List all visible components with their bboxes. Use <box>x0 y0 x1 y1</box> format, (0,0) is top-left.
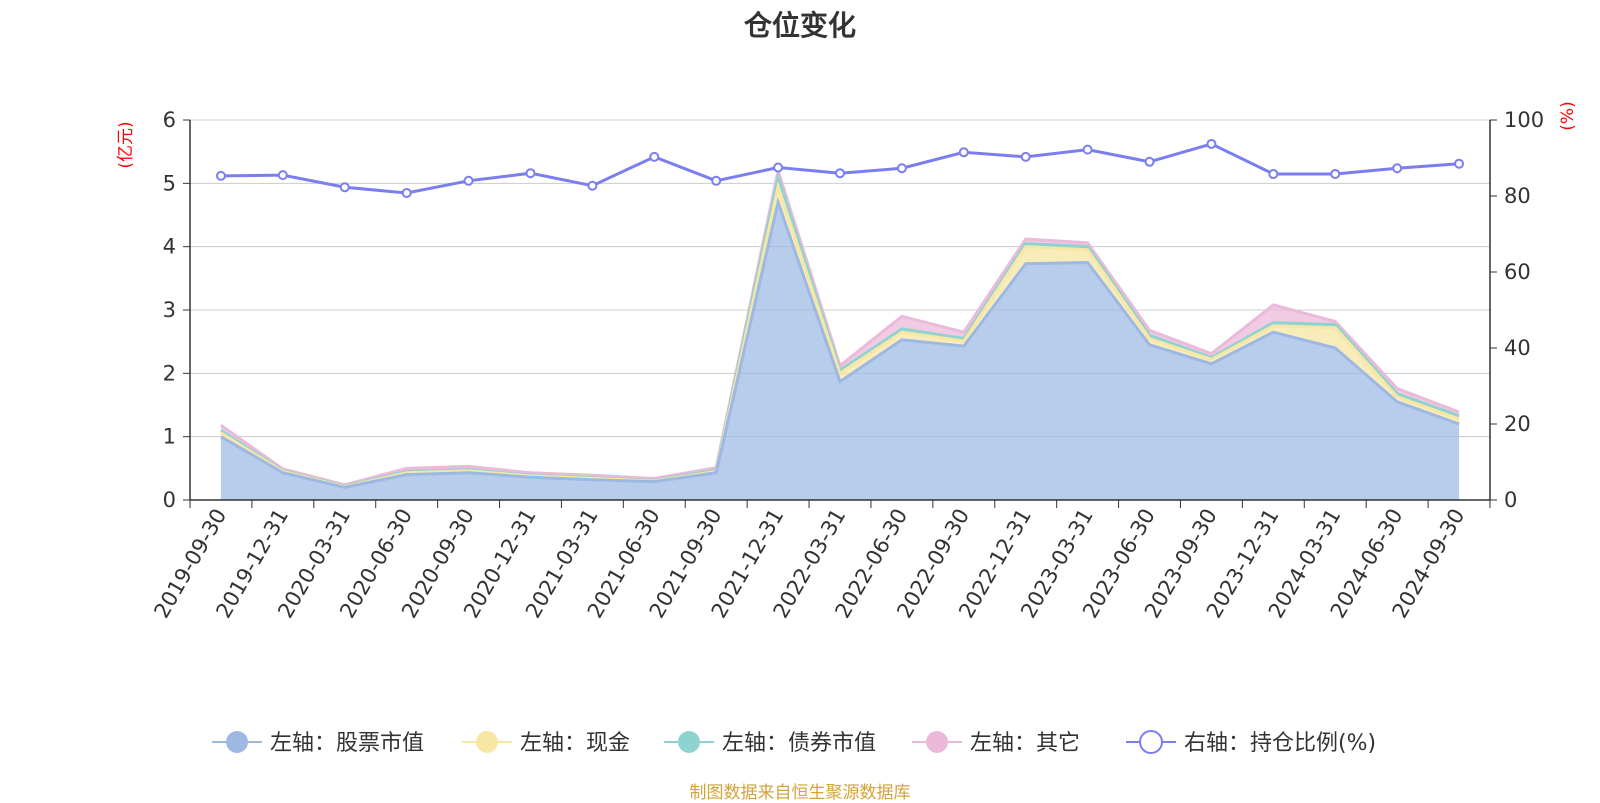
holding-ratio-point <box>896 163 907 174</box>
holding-ratio-point <box>1082 144 1093 155</box>
left-axis-tick-label: 5 <box>163 171 176 195</box>
area-0 <box>220 202 1460 501</box>
right-axis-tick-label: 100 <box>1504 108 1544 132</box>
legend-marker-icon <box>1139 730 1163 754</box>
holding-ratio-point <box>711 175 722 186</box>
right-axis-tick-label: 20 <box>1504 412 1531 436</box>
legend-label: 左轴：现金 <box>520 731 630 756</box>
holding-ratio-point <box>1330 168 1341 179</box>
holding-ratio-point <box>215 170 226 181</box>
holding-ratio-point <box>339 182 350 193</box>
holding-ratio-point <box>463 175 474 186</box>
right-axis-tick-label: 0 <box>1504 488 1517 512</box>
holding-ratio-point <box>1020 151 1031 162</box>
holding-ratio-point <box>649 151 660 162</box>
holding-ratio-point <box>1268 168 1279 179</box>
left-axis-tick-label: 3 <box>163 298 176 322</box>
chart-title: 仓位变化 <box>743 9 856 42</box>
holding-ratio-point <box>958 147 969 158</box>
legend-item[interactable]: 左轴：现金 <box>462 731 630 756</box>
right-axis-tick-label: 80 <box>1504 184 1531 208</box>
right-axis-tick-label: 60 <box>1504 260 1531 284</box>
holding-ratio-point <box>1392 163 1403 174</box>
left-axis-tick-label: 2 <box>163 361 176 385</box>
legend-marker-icon <box>226 731 248 753</box>
legend-marker-icon <box>926 731 948 753</box>
legend-label: 右轴：持仓比例(%) <box>1184 731 1376 756</box>
right-axis-tick-label: 40 <box>1504 336 1531 360</box>
area-line-1 <box>220 180 1460 489</box>
holding-ratio-point <box>525 168 536 179</box>
legend-item[interactable]: 左轴：股票市值 <box>212 731 424 756</box>
left-axis-unit: (亿元) <box>116 121 136 168</box>
left-axis-tick-label: 6 <box>163 108 176 132</box>
holding-ratio-point <box>277 170 288 181</box>
holding-ratio-point <box>587 180 598 191</box>
legend-item[interactable]: 右轴：持仓比例(%) <box>1126 730 1376 756</box>
holding-ratio-point <box>835 168 845 179</box>
right-axis-unit: (%) <box>1558 101 1578 130</box>
holding-ratio-point <box>1206 138 1217 149</box>
left-axis-tick-label: 4 <box>163 235 176 259</box>
legend-item[interactable]: 左轴：其它 <box>912 731 1080 756</box>
holding-ratio-point <box>401 187 412 198</box>
legend-label: 左轴：债券市值 <box>722 731 876 756</box>
legend-marker-icon <box>678 731 700 753</box>
area-line-0 <box>220 196 1460 489</box>
holding-ratio-point <box>1454 158 1465 169</box>
holding-ratio-point <box>1144 156 1155 167</box>
left-axis-tick-label: 0 <box>163 488 176 512</box>
legend-item[interactable]: 左轴：债券市值 <box>664 731 876 756</box>
left-axis-tick-label: 1 <box>163 425 176 449</box>
holding-ratio-point <box>773 162 784 173</box>
legend-label: 左轴：其它 <box>970 731 1080 756</box>
data-source-footer: 制图数据来自恒生聚源数据库 <box>689 783 911 803</box>
legend-marker-icon <box>476 731 498 753</box>
legend-label: 左轴：股票市值 <box>270 731 424 756</box>
